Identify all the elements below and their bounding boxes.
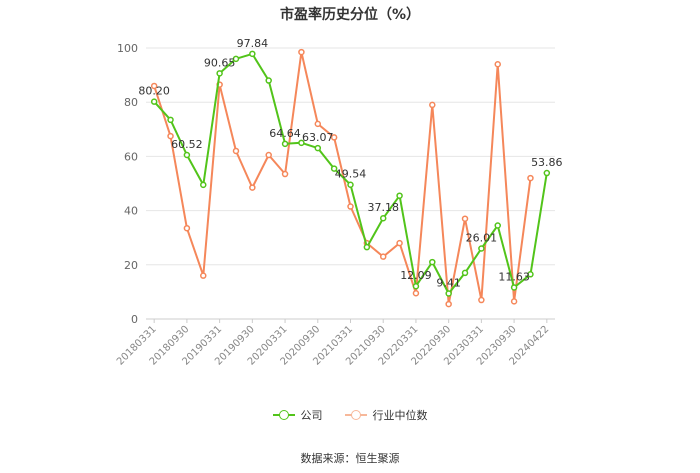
data-label: 80.20 <box>138 85 170 98</box>
data-point-1 <box>527 174 534 182</box>
data-point-0 <box>527 271 534 278</box>
data-point-0 <box>494 222 501 229</box>
data-point-1 <box>249 184 256 191</box>
legend-label-industry: 行业中位数 <box>372 409 428 422</box>
y-tick-label: 20 <box>124 259 138 272</box>
data-point-0 <box>347 181 354 188</box>
data-point-0 <box>363 243 371 251</box>
data-point-0 <box>445 290 452 297</box>
data-source: 数据来源：恒生聚源 <box>300 452 400 465</box>
data-label: 9.41 <box>436 276 461 289</box>
legend-item-industry[interactable]: 行业中位数 <box>344 407 428 423</box>
data-point-0 <box>543 169 551 177</box>
data-label: 11.63 <box>498 270 530 283</box>
data-point-0 <box>298 139 305 147</box>
data-point-0 <box>216 70 223 77</box>
series-line-1 <box>153 51 532 306</box>
data-point-1 <box>200 272 207 279</box>
data-point-1 <box>281 170 289 178</box>
data-point-1 <box>461 215 469 222</box>
data-point-1 <box>478 296 485 304</box>
legend-swatch-company <box>272 410 295 420</box>
data-point-0 <box>379 214 387 222</box>
data-point-1 <box>150 82 158 90</box>
data-point-1 <box>167 132 174 140</box>
data-point-1 <box>494 61 501 68</box>
y-tick-label: 60 <box>124 150 138 163</box>
data-label: 49.54 <box>335 168 367 181</box>
y-tick-label: 80 <box>124 96 138 109</box>
data-label: 97.84 <box>237 37 269 50</box>
legend-swatch-industry <box>344 410 367 420</box>
data-label: 37.18 <box>367 201 399 214</box>
data-point-0 <box>183 151 191 159</box>
data-point-1 <box>510 298 518 305</box>
data-point-0 <box>412 282 420 290</box>
data-point-0 <box>478 245 485 252</box>
data-point-0 <box>510 284 518 291</box>
data-point-0 <box>200 181 207 189</box>
data-point-1 <box>347 203 354 210</box>
data-point-1 <box>265 151 272 159</box>
data-point-1 <box>314 120 322 128</box>
data-point-0 <box>150 98 158 105</box>
data-point-0 <box>330 165 338 172</box>
legend: 公司 行业中位数 <box>0 407 700 423</box>
data-point-1 <box>445 300 452 308</box>
data-point-1 <box>379 253 387 260</box>
data-label: 90.65 <box>204 56 236 69</box>
chart-title: 市盈率历史分位（%） <box>279 7 421 23</box>
chart-plot: 0204060801002018033120180930201903312019… <box>115 37 563 368</box>
data-point-0 <box>167 116 174 124</box>
data-point-0 <box>281 140 289 148</box>
data-label: 64.64 <box>269 127 301 140</box>
data-point-0 <box>461 269 469 277</box>
data-point-1 <box>396 239 403 247</box>
data-point-1 <box>412 290 420 297</box>
data-point-1 <box>330 134 338 141</box>
data-point-0 <box>396 192 403 199</box>
y-tick-label: 0 <box>131 313 138 326</box>
data-point-1 <box>298 48 305 56</box>
legend-item-company[interactable]: 公司 <box>272 407 323 423</box>
data-point-0 <box>429 258 436 266</box>
data-point-0 <box>314 144 322 152</box>
data-point-0 <box>249 50 256 58</box>
data-point-1 <box>232 147 240 155</box>
data-point-1 <box>183 224 191 232</box>
legend-label-company: 公司 <box>300 409 323 422</box>
data-point-1 <box>429 101 436 109</box>
data-label: 12.09 <box>400 269 432 282</box>
data-label: 53.86 <box>531 156 563 169</box>
data-point-0 <box>265 77 272 84</box>
y-tick-label: 100 <box>117 42 138 55</box>
data-label: 60.52 <box>171 138 203 151</box>
data-point-0 <box>232 55 240 63</box>
y-tick-label: 40 <box>124 205 138 218</box>
data-label: 63.07 <box>302 131 334 144</box>
data-label: 26.01 <box>466 232 498 245</box>
